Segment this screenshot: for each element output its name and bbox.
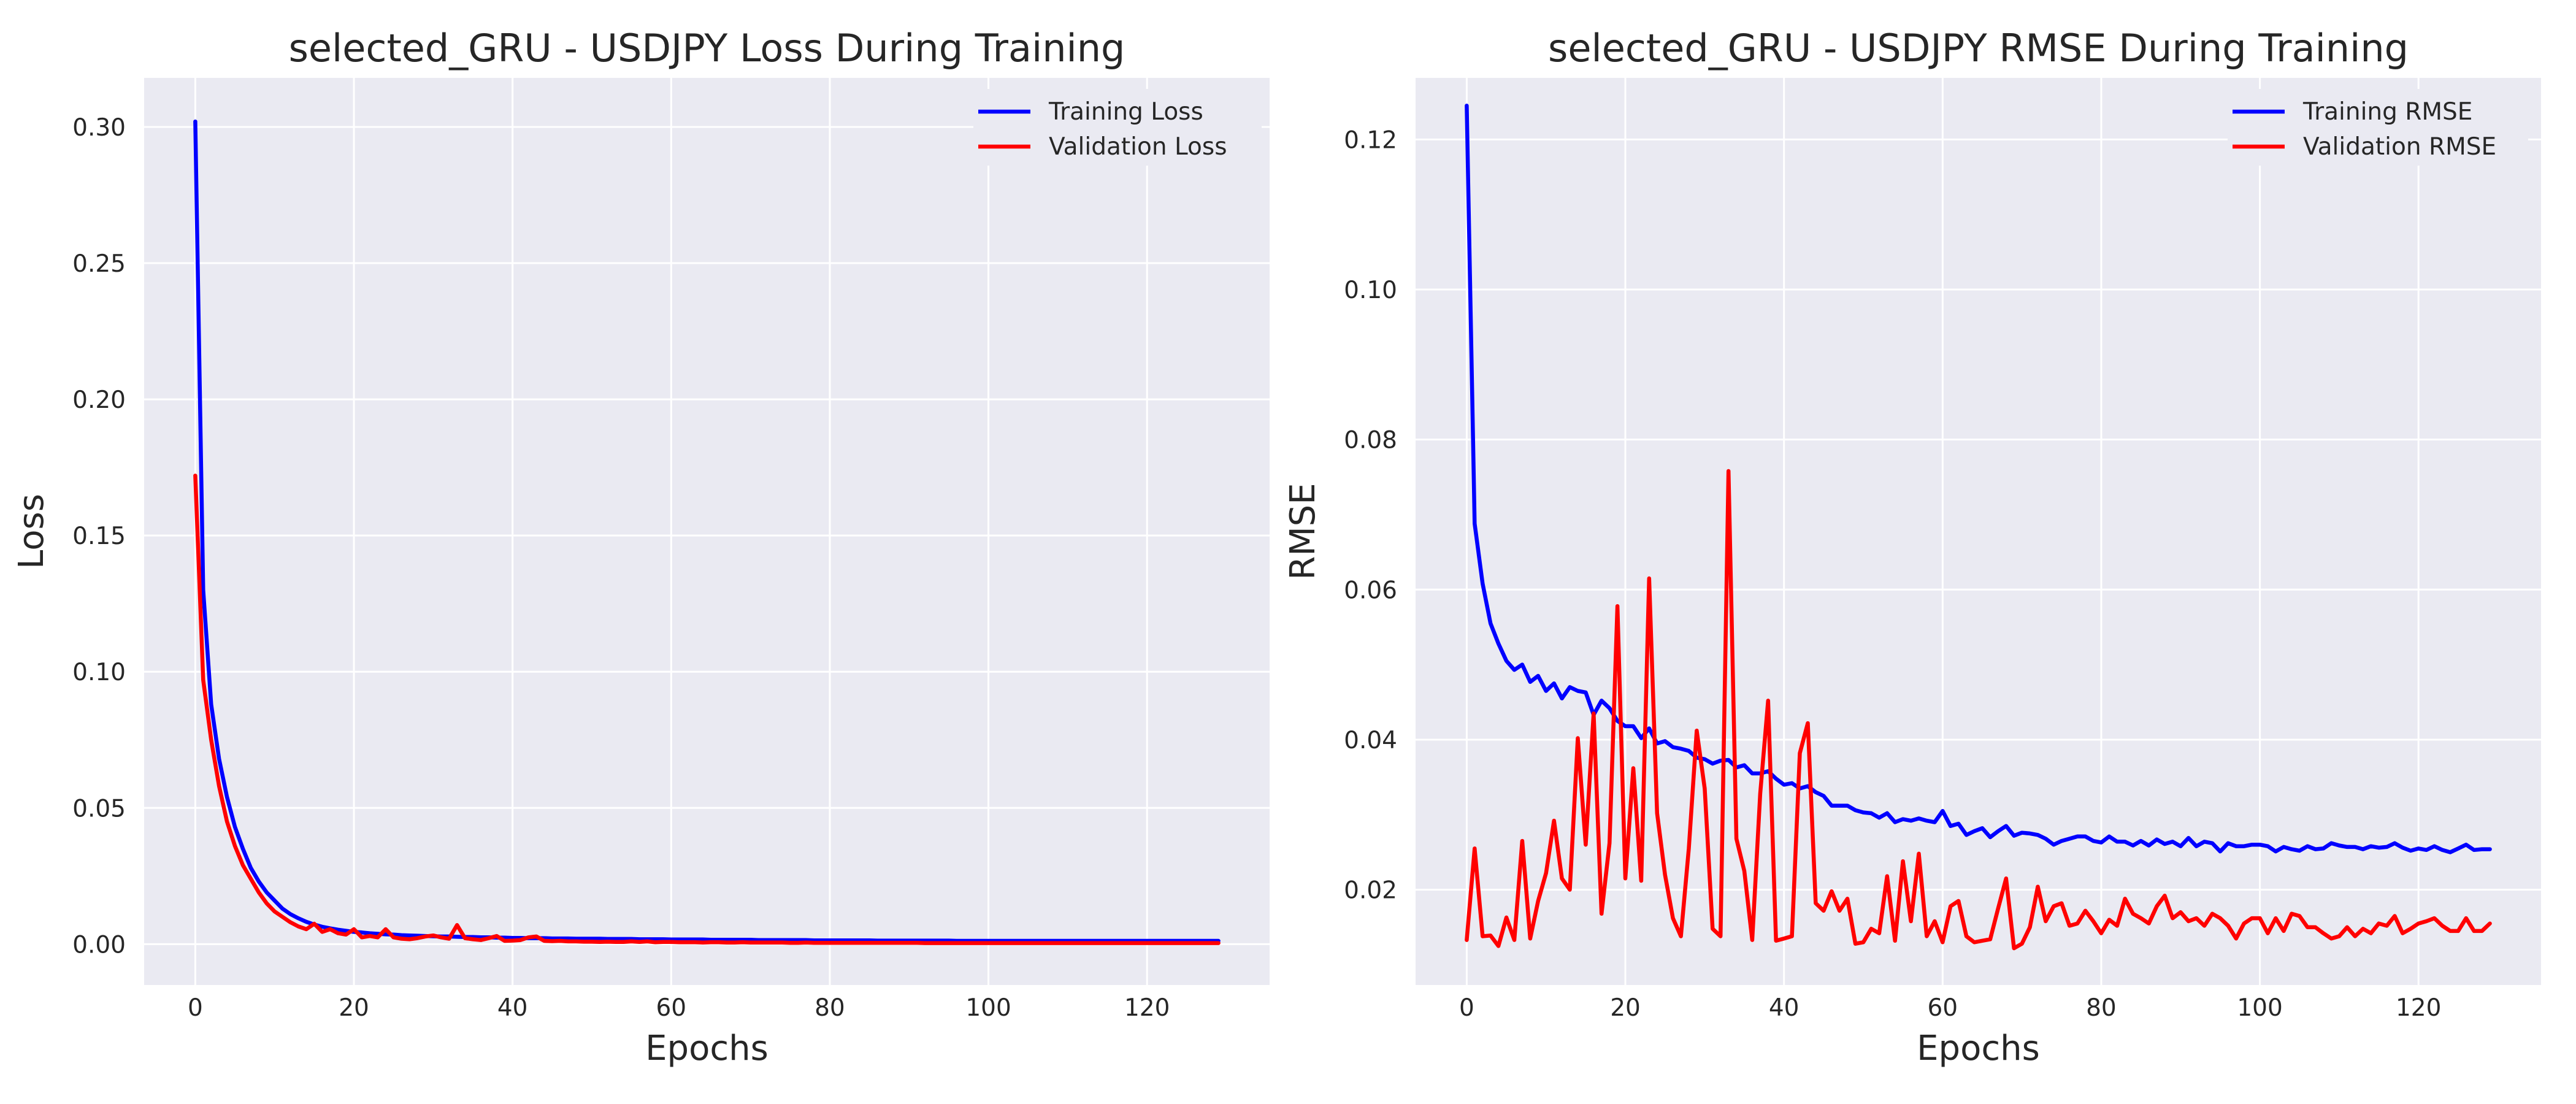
rmse-y-tick-label: 0.08 (1344, 427, 1397, 454)
loss-x-tick-label: 80 (815, 994, 845, 1022)
loss-y-tick-label: 0.20 (72, 386, 126, 414)
loss-x-tick-label: 40 (497, 994, 528, 1022)
rmse-ticks: 0 20 40 60 80 100 120 0.02 0.04 0.06 0.08 0.10 0.12 (1344, 126, 2441, 1022)
loss-plot-area (144, 78, 1270, 985)
rmse-x-tick-label: 20 (1610, 994, 1641, 1022)
loss-chart: 0 20 40 60 80 100 120 0.00 0.05 0.10 0.15 0.20 0.25 0… (12, 26, 1270, 1068)
rmse-plot-area (1416, 78, 2541, 985)
rmse-grid (1416, 78, 2541, 985)
rmse-x-tick-label: 100 (2237, 994, 2282, 1022)
rmse-legend-label-validation: Validation RMSE (2303, 133, 2496, 161)
loss-validation-line (193, 473, 1221, 945)
loss-y-tick-label: 0.05 (72, 795, 126, 822)
rmse-series (1465, 104, 2492, 951)
loss-y-tick-label: 0.00 (72, 931, 126, 959)
loss-x-tick-label: 20 (339, 994, 369, 1022)
loss-y-tick-label: 0.25 (72, 250, 126, 278)
loss-y-tick-label: 0.15 (72, 523, 126, 550)
loss-training-line (193, 119, 1221, 943)
rmse-y-tick-label: 0.12 (1344, 126, 1397, 154)
loss-x-tick-label: 120 (1124, 994, 1170, 1022)
rmse-y-tick-label: 0.02 (1344, 877, 1397, 905)
rmse-x-tick-label: 40 (1769, 994, 1800, 1022)
loss-series (193, 119, 1221, 945)
loss-y-axis-label: Loss (12, 494, 52, 569)
rmse-legend-label-training: Training RMSE (2302, 98, 2472, 126)
rmse-validation-line (1465, 469, 2492, 951)
loss-x-tick-label: 60 (656, 994, 686, 1022)
rmse-y-tick-label: 0.10 (1344, 277, 1397, 304)
loss-y-tick-label: 0.10 (72, 659, 126, 686)
rmse-y-axis-label: RMSE (1283, 483, 1323, 580)
rmse-y-tick-label: 0.06 (1344, 577, 1397, 604)
rmse-legend: Training RMSE Validation RMSE (2228, 89, 2528, 166)
loss-legend-label-validation: Validation Loss (1049, 133, 1227, 161)
loss-chart-title: selected_GRU - USDJPY Loss During Traini… (289, 26, 1125, 71)
rmse-x-tick-label: 60 (1927, 994, 1958, 1022)
loss-legend: Training Loss Validation Loss (973, 89, 1262, 166)
loss-x-tick-label: 0 (188, 994, 203, 1022)
rmse-x-tick-label: 120 (2396, 994, 2441, 1022)
loss-ticks: 0 20 40 60 80 100 120 0.00 0.05 0.10 0.15 0.20 0.25 0… (72, 114, 1170, 1022)
rmse-x-tick-label: 0 (1459, 994, 1474, 1022)
rmse-training-line (1465, 104, 2492, 854)
loss-x-axis-label: Epochs (645, 1029, 769, 1068)
rmse-chart-title: selected_GRU - USDJPY RMSE During Traini… (1548, 26, 2409, 71)
loss-legend-box (973, 89, 1262, 166)
rmse-x-axis-label: Epochs (1917, 1029, 2040, 1068)
rmse-x-tick-label: 80 (2086, 994, 2117, 1022)
rmse-chart: 0 20 40 60 80 100 1200.020.040.060.080.100.12 … (1283, 26, 2541, 1068)
loss-y-tick-label: 0.30 (72, 114, 126, 142)
rmse-legend-box (2228, 89, 2528, 166)
loss-grid (144, 78, 1270, 985)
loss-x-tick-label: 100 (965, 994, 1011, 1022)
rmse-y-tick-label: 0.04 (1344, 727, 1397, 754)
loss-legend-label-training: Training Loss (1048, 98, 1203, 126)
